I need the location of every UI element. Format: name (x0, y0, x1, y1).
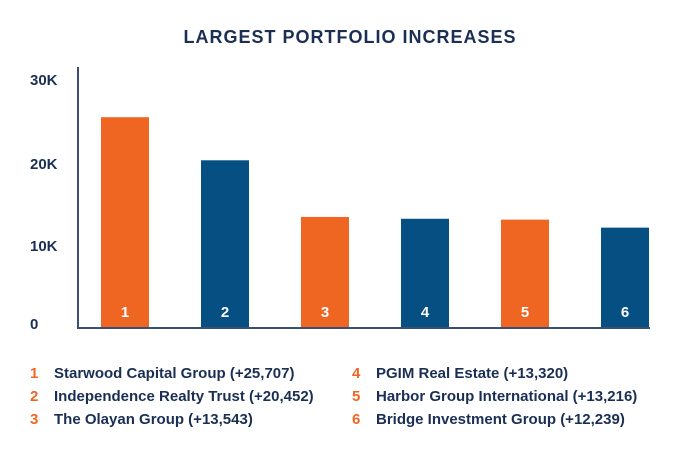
legend-number: 2 (30, 388, 39, 405)
legend-item: 4 PGIM Real Estate (+13,320) (352, 362, 682, 385)
bar-label: 6 (621, 304, 629, 321)
bar-label: 4 (421, 304, 430, 321)
bar-5 (501, 219, 549, 328)
legend-item: 1 Starwood Capital Group (+25,707) (30, 362, 330, 385)
legend-number: 5 (352, 388, 361, 405)
bar-2 (201, 160, 249, 328)
y-tick-label: 0 (30, 316, 38, 333)
legend-column-left: 1 Starwood Capital Group (+25,707) 2 Indepe… (30, 362, 330, 431)
legend-number: 6 (352, 411, 361, 428)
legend-item: 5 Harbor Group International (+13,216) (352, 385, 682, 408)
legend-item: 3 The Olayan Group (+13,543) (30, 408, 330, 431)
bar-label: 3 (321, 304, 329, 321)
legend-item: 6 Bridge Investment Group (+12,239) (352, 408, 682, 431)
legend-text: The Olayan Group (+13,543) (54, 411, 253, 428)
legend-item: 2 Independence Realty Trust (+20,452) (30, 385, 330, 408)
legend-text: Harbor Group International (+13,216) (376, 388, 638, 405)
legend-column-right: 4 PGIM Real Estate (+13,320) 5 Harbor Group… (352, 362, 682, 431)
bars: 1 2 3 4 5 6 (101, 117, 649, 328)
y-tick-label: 20K (30, 156, 58, 173)
bar-6 (601, 227, 649, 328)
bar-label: 1 (121, 304, 129, 321)
y-axis-ticks: 0 10K 20K 30K (30, 72, 58, 333)
bar-chart: 0 10K 20K 30K 1 2 3 4 5 6 (30, 67, 650, 333)
y-tick-label: 30K (30, 72, 58, 89)
legend-text: Bridge Investment Group (+12,239) (376, 411, 625, 428)
legend-text: Starwood Capital Group (+25,707) (54, 365, 295, 382)
chart-title: LARGEST PORTFOLIO INCREASES (183, 27, 517, 47)
legend-number: 4 (352, 365, 361, 382)
legend-number: 3 (30, 411, 39, 428)
bar-4 (401, 218, 449, 328)
bar-1 (101, 117, 149, 328)
bar-3 (301, 216, 349, 328)
bar-label: 2 (221, 304, 229, 321)
legend-text: PGIM Real Estate (+13,320) (376, 365, 569, 382)
y-tick-label: 10K (30, 238, 58, 255)
legend-text: Independence Realty Trust (+20,452) (54, 388, 314, 405)
bar-label: 5 (521, 304, 529, 321)
legend-number: 1 (30, 365, 39, 382)
